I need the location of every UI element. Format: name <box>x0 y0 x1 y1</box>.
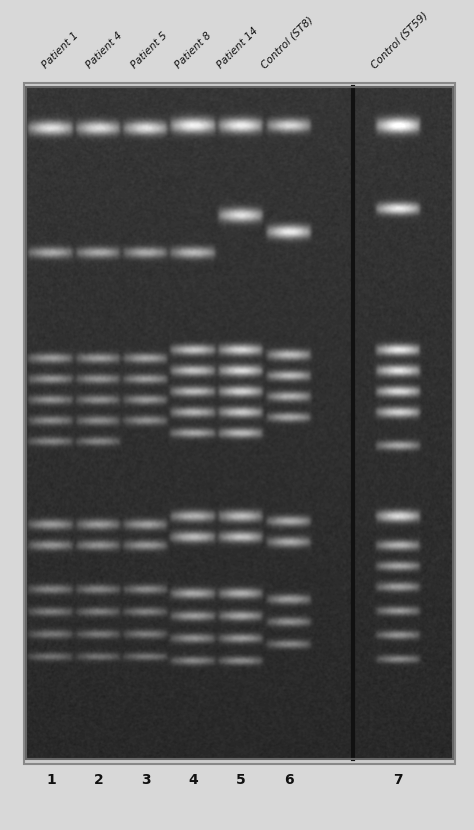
Text: 4: 4 <box>189 774 198 787</box>
Text: 7: 7 <box>393 774 403 787</box>
Text: Patient 5: Patient 5 <box>129 31 169 71</box>
Text: Control (ST8): Control (ST8) <box>260 15 315 71</box>
Text: Patient 4: Patient 4 <box>84 31 124 71</box>
Text: Patient 8: Patient 8 <box>173 31 213 71</box>
Text: 5: 5 <box>236 774 246 787</box>
Text: 3: 3 <box>141 774 151 787</box>
Text: 2: 2 <box>94 774 103 787</box>
Bar <box>24 83 455 764</box>
Bar <box>26 87 453 759</box>
Text: 1: 1 <box>46 774 56 787</box>
Text: Control (ST59): Control (ST59) <box>370 10 430 71</box>
Text: Patient 1: Patient 1 <box>40 31 80 71</box>
Text: 6: 6 <box>284 774 294 787</box>
Text: Patient 14: Patient 14 <box>216 26 260 71</box>
